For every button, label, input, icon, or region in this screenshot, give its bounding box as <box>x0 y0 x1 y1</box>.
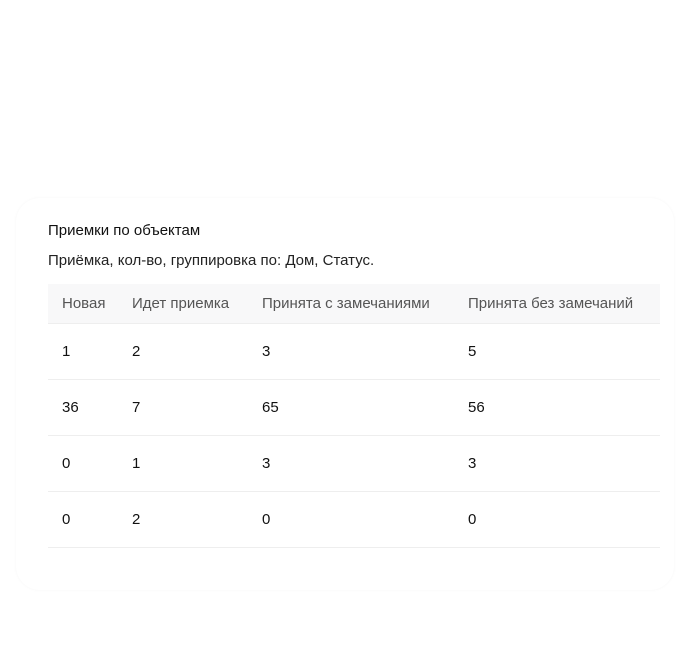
table-cell: 0 <box>248 491 454 548</box>
table-cell: 3 <box>248 323 454 380</box>
table-cell: 3 <box>454 435 660 492</box>
table-cell: 1 <box>118 435 248 492</box>
column-header-accepted-without-remarks[interactable]: Принята без замечаний <box>454 284 660 324</box>
table-cell: 2 <box>118 323 248 380</box>
table-cell: 36 <box>48 379 118 436</box>
table-cell: 3 <box>248 435 454 492</box>
column-header-accepted-with-remarks[interactable]: Принята с замечаниями <box>248 284 454 324</box>
data-table: Новая Идет приемка Принята с замечаниями… <box>48 284 660 548</box>
table-cell: 2 <box>118 491 248 548</box>
table-row: 0 1 3 3 <box>48 435 660 492</box>
table-cell: 0 <box>454 491 660 548</box>
widget-title: Приемки по объектам <box>48 222 201 239</box>
column-header-in-progress[interactable]: Идет приемка <box>118 284 248 324</box>
table-cell: 5 <box>454 323 660 380</box>
table-cell: 0 <box>48 491 118 548</box>
column-header-new[interactable]: Новая <box>48 284 118 324</box>
widget-subtitle: Приёмка, кол-во, группировка по: Дом, Ст… <box>48 252 375 269</box>
table-cell: 65 <box>248 379 454 436</box>
table-cell: 56 <box>454 379 660 436</box>
table-row: 0 2 0 0 <box>48 491 660 548</box>
table-row: 1 2 3 5 <box>48 323 660 380</box>
table-cell: 1 <box>48 323 118 380</box>
table-header-row: Новая Идет приемка Принята с замечаниями… <box>48 284 660 324</box>
table-row: 36 7 65 56 <box>48 379 660 436</box>
table-cell: 0 <box>48 435 118 492</box>
table-cell: 7 <box>118 379 248 436</box>
